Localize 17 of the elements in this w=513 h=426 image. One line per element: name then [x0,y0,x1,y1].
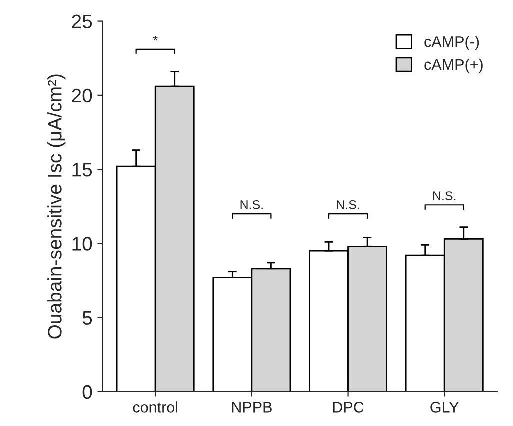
y-tick-label: 5 [82,311,92,326]
y-tick-label: 15 [72,163,92,177]
annotation: N.S. [337,200,360,210]
x-tick-label: NPPB [232,402,272,413]
annotation: N.S. [240,200,263,210]
legend-label: cAMP(+) [424,58,483,74]
y-tick-label: 10 [72,237,92,251]
y-tick-label: 0 [82,385,92,400]
x-tick-label: DPC [333,402,364,413]
x-tick-label: control [133,402,178,413]
y-tick-label: 25 [72,14,92,29]
legend-label: cAMP(-) [424,36,480,50]
y-axis-title: Ouabain-sensitive Isc (μA/cm²) [48,74,66,339]
y-tick-label: 20 [72,88,92,103]
annotation: N.S. [433,192,456,200]
annotation: * [153,36,158,40]
x-tick-label: GLY [430,402,460,413]
